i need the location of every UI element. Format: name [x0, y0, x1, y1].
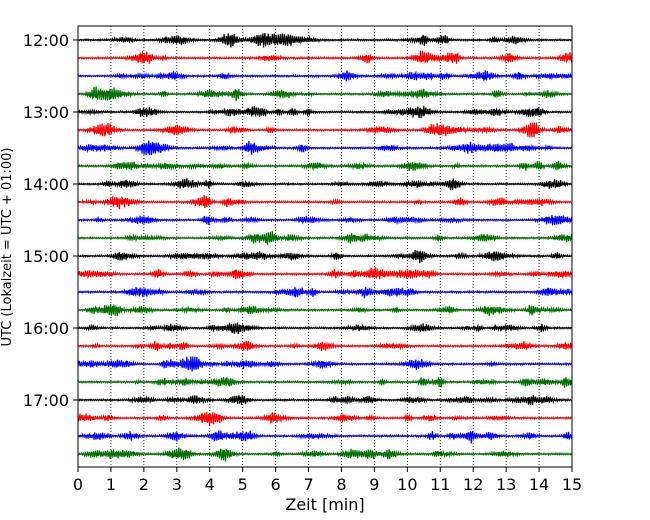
- x-tick-label: 1: [106, 475, 116, 494]
- seismogram-trace: [77, 86, 573, 102]
- seismogram-trace: [77, 160, 573, 172]
- seismogram-trace: [77, 140, 573, 156]
- x-tick-label: 7: [303, 475, 313, 494]
- seismogram-trace: [77, 411, 573, 426]
- seismogram-trace: [77, 105, 573, 119]
- x-tick-label: 8: [336, 475, 346, 494]
- seismogram-trace: [77, 194, 573, 210]
- x-tick-label: 4: [205, 475, 215, 494]
- x-tick-label: 11: [430, 475, 450, 494]
- x-tick-label: 3: [172, 475, 182, 494]
- x-axis-label: Zeit [min]: [285, 495, 364, 514]
- seismogram-trace: [77, 340, 573, 352]
- seismogram-trace: [77, 322, 573, 335]
- y-axis-label: UTC (Lokalzeit = UTC + 01:00): [0, 148, 15, 347]
- x-tick-label: 13: [496, 475, 516, 494]
- seismogram-trace: [77, 286, 573, 299]
- x-tick-label: 15: [562, 475, 582, 494]
- seismogram-trace: [77, 215, 573, 226]
- seismogram-trace: [77, 447, 573, 462]
- x-tick-label: 0: [73, 475, 83, 494]
- seismogram-traces: [77, 32, 573, 462]
- x-tick-label: 9: [369, 475, 379, 494]
- x-tick-label: 14: [529, 475, 549, 494]
- y-axis-ticks: 12:00 13:00 14:00 15:00 16:00 17:00: [23, 31, 78, 410]
- seismogram-trace: [77, 356, 573, 372]
- y-tick-label: 13:00: [23, 103, 69, 122]
- y-tick-label: 12:00: [23, 31, 69, 50]
- y-tick-label: 16:00: [23, 319, 69, 338]
- seismogram-trace: [77, 303, 573, 316]
- seismogram-trace: [77, 249, 573, 264]
- x-tick-label: 2: [139, 475, 149, 494]
- seismogram-trace: [77, 231, 573, 247]
- seismogram-trace: [77, 376, 573, 388]
- plot-area-background: [78, 26, 572, 467]
- x-tick-label: 10: [397, 475, 417, 494]
- seismogram-trace: [77, 122, 573, 138]
- seismogram-trace: [77, 70, 573, 82]
- seismogram-trace: [77, 430, 573, 444]
- y-tick-label: 15:00: [23, 247, 69, 266]
- seismogram-trace: [77, 50, 573, 64]
- y-tick-label: 17:00: [23, 391, 69, 410]
- seismogram-trace: [77, 178, 573, 191]
- seismogram-trace: [77, 394, 573, 406]
- x-axis-ticks: 0 1 2 3 4 5 6 7 8 9 10 11 12 13 14 15: [73, 467, 582, 494]
- x-tick-label: 5: [238, 475, 248, 494]
- seismogram-trace: [77, 266, 573, 280]
- seismogram-trace: [77, 32, 573, 48]
- x-tick-label: 6: [271, 475, 281, 494]
- y-tick-label: 14:00: [23, 175, 69, 194]
- x-tick-label: 12: [463, 475, 483, 494]
- plot-frame: [77, 25, 573, 468]
